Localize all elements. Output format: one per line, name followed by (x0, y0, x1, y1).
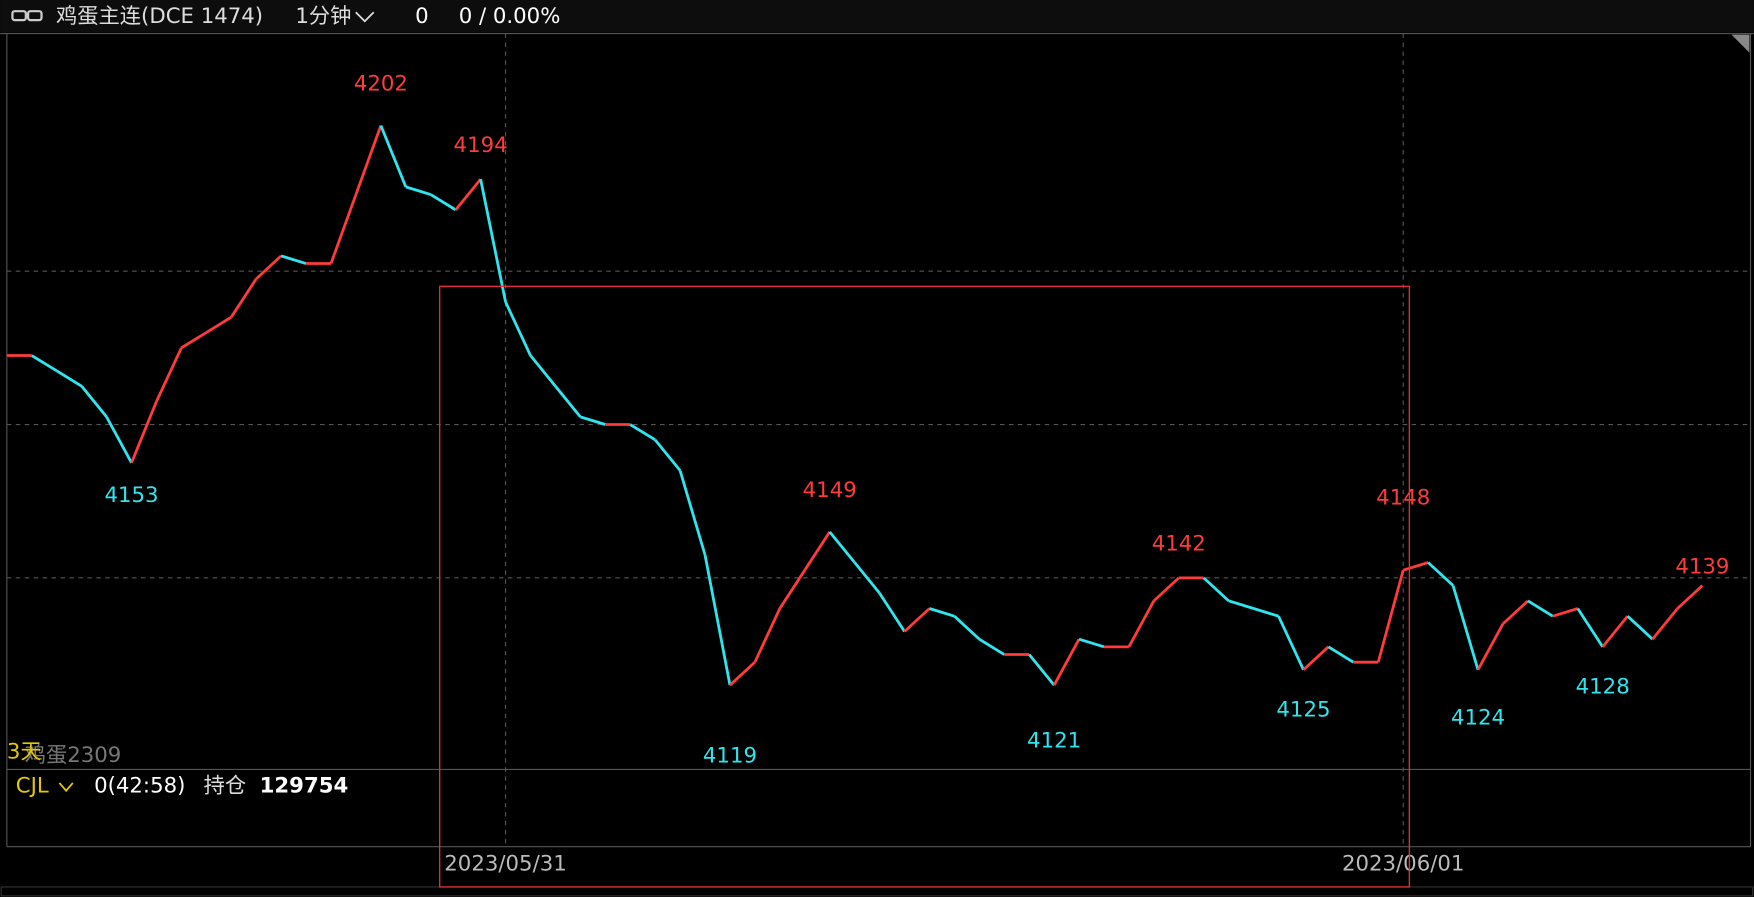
price-segment (1451, 585, 1480, 671)
indicator-reading: 0(42:58) (94, 773, 185, 798)
price-segment (105, 416, 133, 464)
price-segment (828, 530, 856, 564)
extreme-label: 4139 (1675, 555, 1729, 580)
instrument-title: 鸡蛋主连(DCE 1474) (56, 4, 263, 29)
corner-toggle[interactable] (1731, 34, 1750, 53)
extreme-label: 4121 (1027, 728, 1081, 753)
price-segment (354, 125, 383, 196)
price-segment (1527, 599, 1554, 618)
price-segment (654, 438, 682, 472)
period-selector[interactable]: 1分钟 (295, 4, 351, 29)
price-segment (1576, 607, 1604, 648)
price-change: 0 / 0.00% (459, 4, 561, 29)
last-price: 0 (415, 4, 429, 29)
price-segment (554, 385, 582, 418)
extreme-label: 4142 (1152, 532, 1206, 557)
price-segment (1202, 576, 1230, 602)
extreme-label: 4149 (803, 478, 857, 503)
extreme-label: 4124 (1451, 705, 1505, 730)
price-segment (1302, 645, 1330, 671)
indicator-chevron[interactable] (58, 782, 74, 793)
price-segment (529, 354, 557, 388)
price-segment (1228, 599, 1255, 610)
price-segment (629, 423, 656, 442)
extreme-label: 4202 (354, 72, 408, 97)
price-segment (405, 185, 432, 196)
extreme-label: 4128 (1576, 675, 1630, 700)
price-segment (479, 178, 507, 303)
price-segment (1601, 615, 1629, 648)
header-bar (0, 0, 1754, 33)
price-segment (853, 561, 881, 595)
price-segment (1376, 569, 1405, 663)
price-segment (1501, 599, 1529, 625)
price-segment (230, 278, 258, 318)
price-segment (31, 354, 58, 373)
price-segment (1028, 653, 1056, 687)
extreme-label: 4194 (454, 133, 508, 158)
price-segment (1152, 576, 1180, 602)
price-segment (678, 470, 707, 556)
extreme-label: 4125 (1276, 698, 1330, 723)
price-segment (280, 254, 307, 265)
price-segment (1052, 638, 1081, 686)
price-segment (1402, 561, 1429, 572)
period-chevron[interactable] (355, 11, 375, 23)
price-segment (903, 607, 931, 633)
price-segment (1476, 623, 1505, 671)
price-segment (379, 125, 408, 188)
extreme-label: 4119 (703, 744, 757, 769)
price-segment (255, 254, 283, 280)
price-segment (155, 347, 183, 403)
price-segment (55, 369, 83, 388)
price-segment (953, 615, 981, 641)
price-segment (1651, 607, 1679, 641)
open-interest-label: 持仓 (204, 773, 247, 798)
link-icon[interactable] (11, 10, 43, 22)
price-segment (205, 316, 232, 334)
price-segment (729, 661, 756, 687)
price-segment (978, 637, 1005, 656)
price-segment (430, 193, 457, 212)
price-segment (1277, 615, 1305, 671)
extreme-label: 4148 (1376, 486, 1430, 511)
price-segment (1552, 607, 1579, 618)
highlight-box (439, 285, 1411, 888)
price-segment (180, 331, 208, 350)
price-segment (1078, 637, 1105, 649)
price-segment (929, 607, 955, 618)
price-segment (753, 607, 782, 663)
price-segment (878, 592, 906, 633)
price-segment (1327, 645, 1355, 664)
plot: 2023/05/31 2023/06/01 4202 4194 4153 4119 4149… (6, 33, 1751, 877)
price-segment (454, 178, 482, 211)
indicator-name[interactable]: CJL (16, 773, 49, 798)
price-segment (130, 400, 158, 464)
contract-overlay: 鸡蛋2309 (25, 743, 122, 768)
span-overlay: 3天 (7, 740, 42, 765)
date-label: 2023/05/31 (444, 852, 566, 877)
price-segment (1253, 607, 1279, 618)
price-segment (1127, 600, 1156, 648)
price-segment (778, 569, 806, 610)
price-segment (1626, 615, 1654, 641)
price-segment (579, 415, 606, 426)
price-segment (703, 554, 732, 686)
extreme-label: 4153 (104, 483, 158, 508)
price-segment (504, 301, 532, 357)
price-segment (1427, 561, 1455, 587)
price-segment (329, 194, 358, 265)
open-interest-value: 129754 (260, 773, 349, 798)
price-segment (80, 385, 108, 418)
price-segment (803, 531, 831, 571)
date-label: 2023/06/01 (1342, 852, 1464, 877)
price-segment (1676, 584, 1704, 610)
